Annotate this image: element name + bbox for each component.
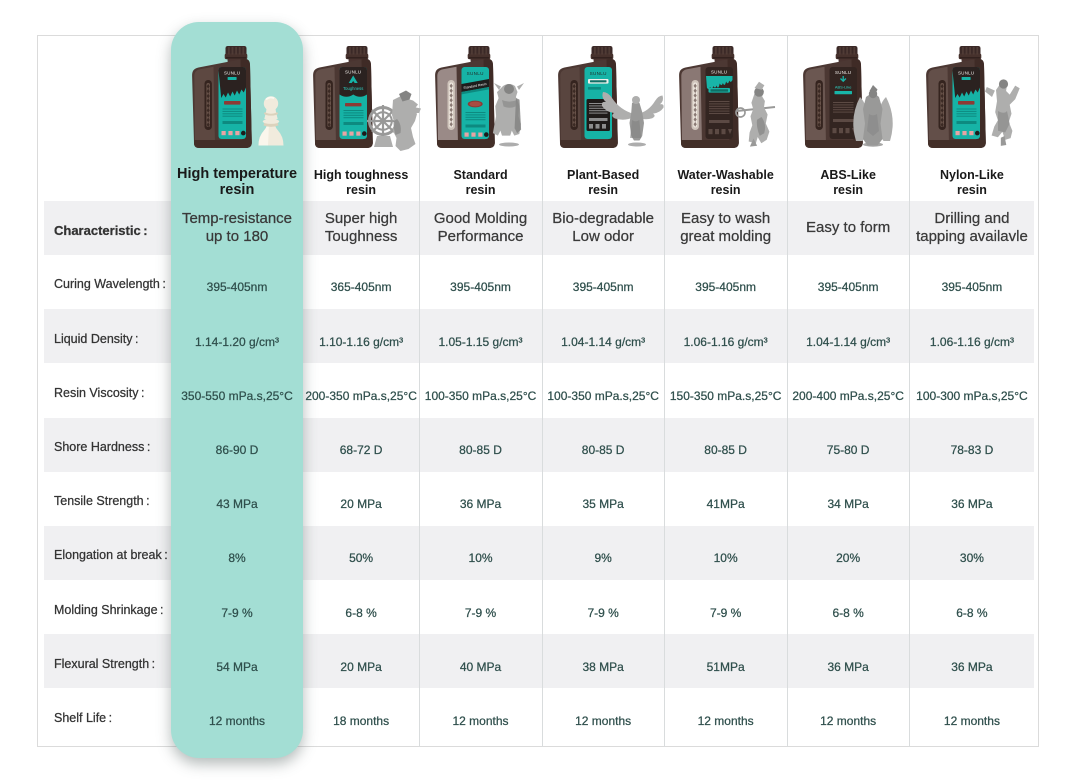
svg-text:SUNLU: SUNLU bbox=[467, 71, 484, 76]
svg-text:SUNLU: SUNLU bbox=[835, 70, 851, 75]
svg-text:SUNLU: SUNLU bbox=[345, 70, 361, 75]
svg-text:SUNLU: SUNLU bbox=[224, 71, 240, 76]
svg-text:SUNLU: SUNLU bbox=[958, 71, 974, 76]
svg-text:ABS-Like: ABS-Like bbox=[834, 85, 851, 90]
svg-text:Toughness: Toughness bbox=[343, 86, 363, 91]
svg-text:SUNLU: SUNLU bbox=[589, 71, 606, 76]
svg-text:Standard Resin: Standard Resin bbox=[463, 82, 487, 90]
svg-text:SUNLU: SUNLU bbox=[711, 70, 727, 75]
